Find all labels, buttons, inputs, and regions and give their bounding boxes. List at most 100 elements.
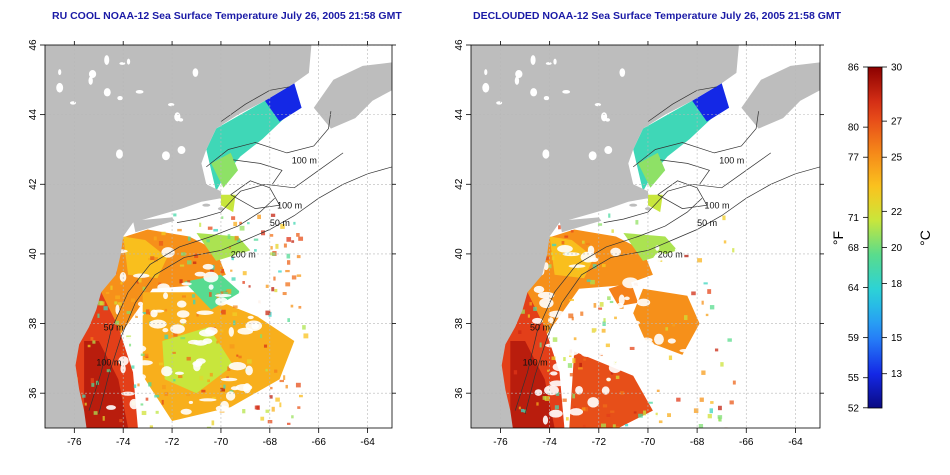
cloud-gap: [640, 337, 653, 343]
sst-pixel: [102, 416, 105, 421]
cloud-gap: [245, 365, 253, 376]
cloud-gap: [545, 343, 560, 348]
sst-pixel: [187, 236, 191, 241]
depth-contour: [647, 86, 717, 122]
celsius-unit-label: °C: [917, 230, 933, 246]
sst-pixel: [105, 291, 110, 295]
lake: [530, 88, 538, 97]
sst-pixel: [173, 332, 178, 337]
sst-pixel: [142, 286, 146, 291]
sst-pixel: [234, 235, 239, 241]
sst-pixel: [140, 353, 145, 356]
sst-pixel: [199, 222, 202, 227]
sst-pixel: [282, 292, 287, 296]
lake: [604, 146, 613, 155]
cloud-gap: [180, 408, 192, 415]
sst-pixel: [283, 375, 286, 380]
sst-pixel: [208, 292, 212, 297]
sst-pixel: [136, 280, 139, 284]
lon-tick-label: -72: [165, 437, 180, 448]
sst-pixel: [270, 246, 273, 250]
sst-pixel: [186, 356, 191, 361]
sst-pixel: [656, 389, 660, 392]
sst-pixel: [164, 392, 169, 396]
sst-pixel: [253, 238, 259, 241]
sst-pixel: [242, 271, 247, 276]
sst-pixel: [178, 375, 183, 379]
sst-pixel: [90, 337, 94, 341]
sst-pixel: [84, 402, 87, 406]
sst-pixel: [164, 308, 168, 312]
cloud-gap: [563, 346, 580, 356]
lat-tick-label: 36: [454, 387, 465, 399]
sst-pixel: [727, 338, 732, 342]
cloud-gap: [543, 262, 549, 271]
sst-pixel: [270, 213, 276, 217]
sst-pixel: [562, 398, 567, 402]
fahrenheit-tick-label: 71: [848, 213, 860, 224]
sst-pixel: [655, 412, 658, 418]
sst-pixel: [581, 407, 586, 411]
sst-pixel: [513, 370, 518, 375]
cloud-gap: [120, 364, 126, 374]
sst-pixel: [286, 260, 291, 265]
sst-pixel: [298, 394, 303, 398]
cloud-gap: [645, 275, 653, 287]
sst-pixel: [598, 307, 603, 310]
sst-pixel: [221, 216, 224, 219]
sst-pixel: [298, 305, 302, 309]
fahrenheit-tick-label: 64: [848, 283, 860, 294]
sst-pixel: [274, 288, 278, 293]
sst-pixel: [684, 315, 688, 321]
sst-pixel: [192, 370, 196, 375]
cloud-gap: [129, 398, 139, 410]
cloud-gap: [243, 383, 251, 394]
sst-pixel: [220, 268, 225, 274]
cloud-gap: [532, 317, 543, 324]
cloud-gap: [575, 385, 583, 395]
island-land: [221, 106, 226, 109]
sst-pixel: [229, 344, 235, 349]
lake: [192, 68, 199, 77]
depth-contour: [230, 180, 281, 209]
sst-pixel: [221, 309, 226, 315]
cloud-gap: [204, 327, 218, 336]
sst-pixel: [697, 258, 703, 263]
sst-pixel: [533, 306, 537, 311]
lake: [588, 151, 597, 161]
fahrenheit-tick-label: 68: [848, 243, 860, 254]
island-land: [202, 203, 211, 207]
land-mass: [45, 45, 312, 428]
sst-pixel: [569, 373, 574, 377]
sst-pixel: [291, 240, 295, 243]
cloud-gap: [674, 246, 689, 254]
cloud-gap: [134, 312, 144, 317]
cloud-gap: [121, 391, 135, 396]
sst-pixel: [290, 304, 294, 308]
sst-pixel: [181, 322, 185, 326]
sst-pixel: [211, 420, 215, 426]
contour-label: 50 m: [104, 323, 124, 333]
sst-pixel: [296, 255, 301, 259]
lon-tick-label: -70: [214, 437, 229, 448]
sst-pixel: [254, 249, 257, 252]
depth-contour: [603, 152, 772, 223]
sst-pixel: [199, 375, 204, 381]
sst-pixel: [161, 399, 164, 405]
sst-pixel: [520, 408, 525, 413]
lake: [88, 76, 93, 85]
sst-pixel: [717, 405, 722, 411]
fahrenheit-tick-label: 59: [848, 333, 860, 344]
cloud-gap: [533, 285, 545, 294]
sst-pixel: [138, 277, 142, 283]
cloud-gap: [220, 377, 238, 382]
depth-contour: [660, 159, 710, 185]
lon-tick-label: -72: [592, 437, 607, 448]
lake: [553, 58, 557, 65]
sst-pixel: [720, 362, 724, 367]
sst-pixel: [260, 416, 265, 421]
cloud-gap: [136, 360, 153, 366]
lake: [56, 82, 64, 93]
sst-pixel: [247, 222, 250, 225]
sst-pixel: [115, 295, 121, 300]
